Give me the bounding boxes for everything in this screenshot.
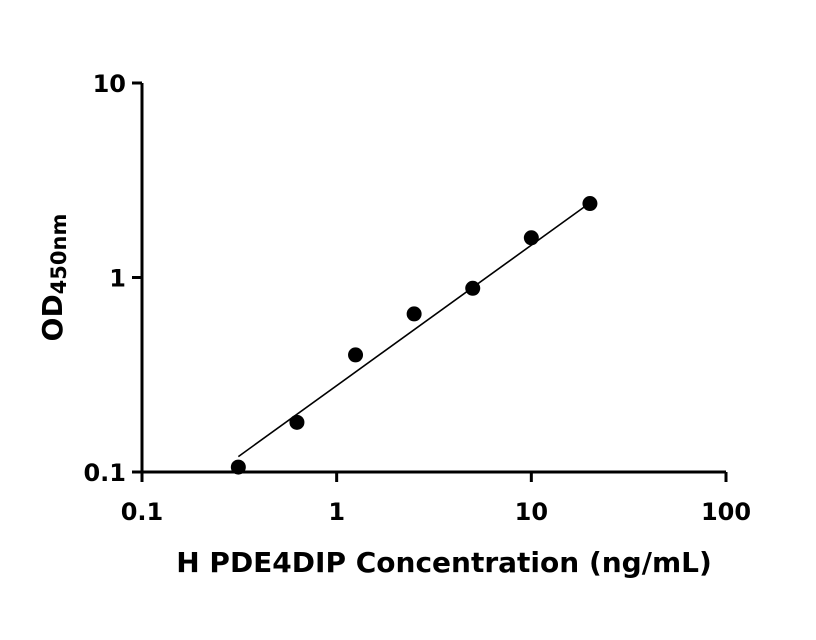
y-ticks: 0.1 1 10	[83, 70, 142, 487]
x-tick-label: 0.1	[121, 498, 164, 526]
y-tick-label: 0.1	[83, 459, 126, 487]
y-tick-label: 10	[93, 70, 126, 98]
y-axis-title-subscript: 450nm	[47, 214, 71, 295]
y-axis-title: OD450nm	[36, 214, 71, 342]
data-point	[523, 230, 539, 246]
data-point	[582, 196, 598, 212]
y-axis-title-main: OD	[36, 294, 69, 341]
data-point	[230, 459, 246, 475]
data-point	[348, 347, 364, 363]
y-tick-label: 1	[109, 265, 126, 293]
x-tick-label: 10	[515, 498, 548, 526]
data-point	[465, 280, 481, 296]
x-ticks: 0.1 1 10 100	[121, 472, 751, 526]
data-point	[406, 306, 422, 322]
data-points	[230, 196, 598, 475]
x-tick-label: 1	[328, 498, 345, 526]
x-tick-label: 100	[701, 498, 751, 526]
axes	[140, 83, 726, 474]
data-point	[289, 414, 305, 430]
x-axis-title: H PDE4DIP Concentration (ng/mL)	[176, 546, 712, 579]
